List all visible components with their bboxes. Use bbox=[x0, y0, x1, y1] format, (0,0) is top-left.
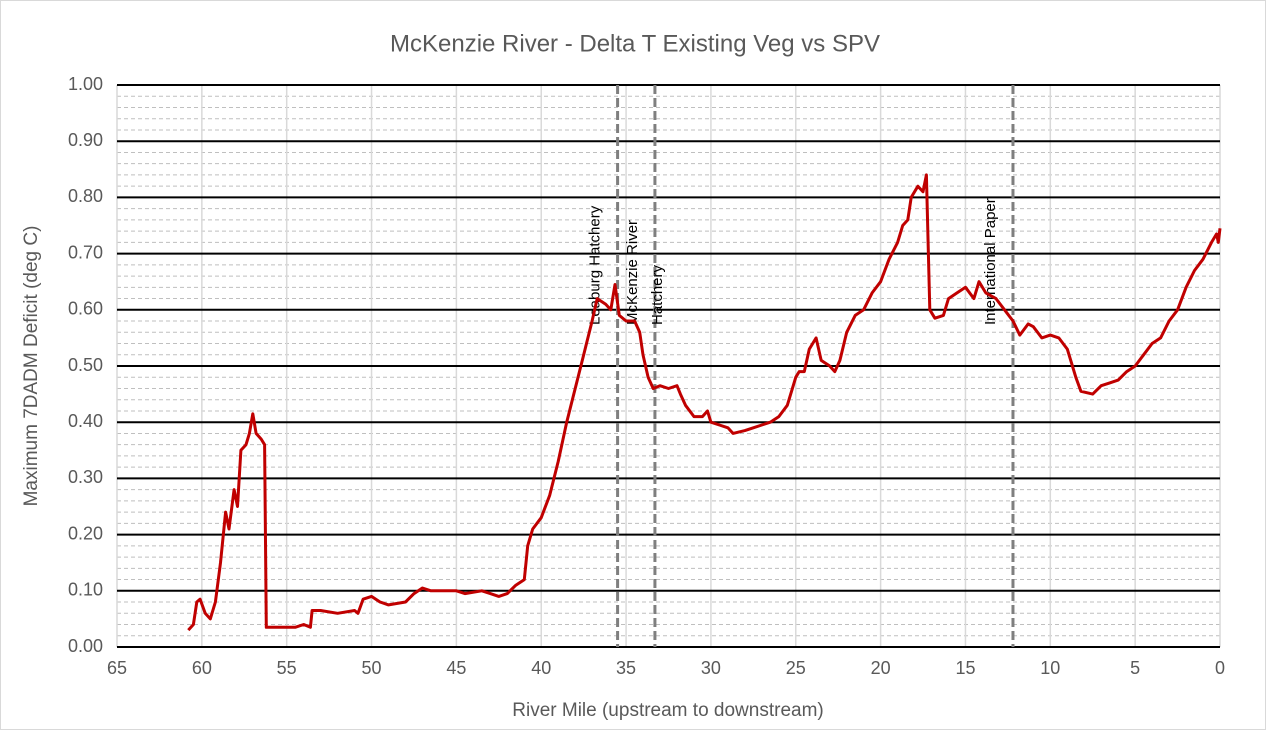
x-tick-label: 35 bbox=[616, 658, 636, 678]
y-tick-label: 0.10 bbox=[68, 580, 103, 600]
y-tick-label: 0.70 bbox=[68, 242, 103, 262]
y-tick-label: 0.90 bbox=[68, 130, 103, 150]
x-tick-label: 55 bbox=[277, 658, 297, 678]
annotation-label: Hatchery bbox=[649, 264, 666, 325]
x-tick-label: 10 bbox=[1040, 658, 1060, 678]
x-tick-label: 50 bbox=[362, 658, 382, 678]
x-axis-label: River Mile (upstream to downstream) bbox=[512, 700, 823, 721]
x-tick-label: 45 bbox=[446, 658, 466, 678]
x-tick-label: 0 bbox=[1215, 658, 1225, 678]
annotation-label: Leaburg Hatchery bbox=[587, 205, 604, 325]
data-line bbox=[187, 173, 1222, 632]
x-tick-label: 40 bbox=[531, 658, 551, 678]
x-tick-label: 30 bbox=[701, 658, 721, 678]
y-tick-label: 0.00 bbox=[68, 636, 103, 656]
x-tick-label: 20 bbox=[871, 658, 891, 678]
y-tick-label: 0.40 bbox=[68, 411, 103, 431]
y-tick-label: 0.30 bbox=[68, 467, 103, 487]
y-axis-label: Maximum 7DADM Deficit (deg C) bbox=[21, 226, 42, 507]
x-tick-label: 60 bbox=[192, 658, 212, 678]
x-tick-label: 25 bbox=[786, 658, 806, 678]
chart-title: McKenzie River - Delta T Existing Veg vs… bbox=[390, 30, 880, 57]
x-tick-label: 15 bbox=[955, 658, 975, 678]
y-tick-label: 1.00 bbox=[68, 74, 103, 94]
x-tick-label: 5 bbox=[1130, 658, 1140, 678]
annotation-label: International Paper bbox=[982, 198, 999, 325]
y-tick-label: 0.50 bbox=[68, 355, 103, 375]
x-tick-label: 65 bbox=[107, 658, 127, 678]
y-tick-label: 0.80 bbox=[68, 186, 103, 206]
annotation-label: McKenzie River bbox=[624, 220, 641, 325]
y-tick-label: 0.60 bbox=[68, 299, 103, 319]
y-tick-label: 0.20 bbox=[68, 523, 103, 543]
